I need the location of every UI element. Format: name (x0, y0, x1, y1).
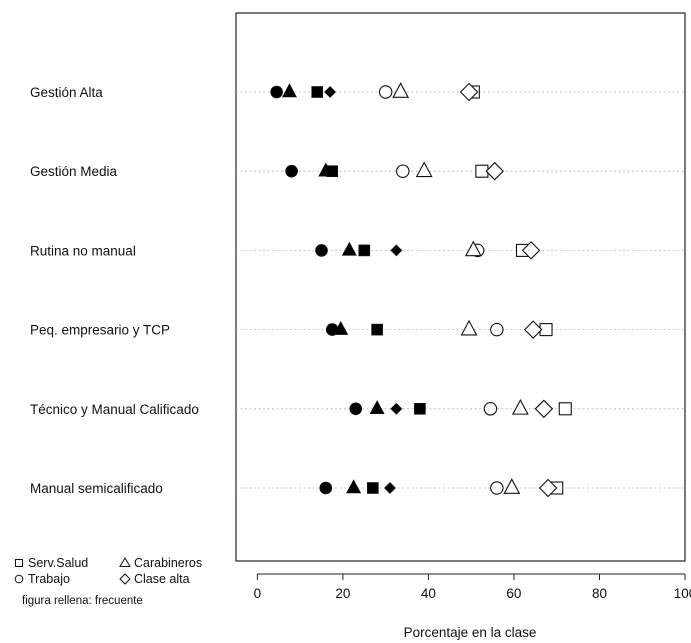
open-circle-point (396, 164, 410, 178)
filled-diamond-point (322, 165, 334, 178)
legend-triangle-icon (119, 557, 131, 567)
legend-label: Trabajo (28, 572, 70, 586)
category-label: Peq. empresario y TCP (30, 323, 170, 338)
filled-diamond-point (390, 402, 403, 415)
open-diamond-point (459, 82, 479, 102)
legend-entry: Trabajo (14, 572, 70, 586)
x-tick-label: 40 (421, 586, 436, 601)
open-square-point (558, 402, 572, 416)
filled-triangle-point (346, 479, 362, 494)
filled-triangle-point (369, 400, 385, 415)
gridlines (236, 91, 685, 489)
legend: Serv.Salud Carabineros Trabajo Clase alta fi… (14, 556, 202, 607)
open-triangle-point (503, 478, 521, 494)
open-diamond-point (485, 161, 504, 181)
open-triangle-point (415, 161, 433, 178)
filled-diamond-point (384, 482, 396, 494)
legend-entry: Carabineros (119, 556, 202, 570)
filled-diamond-point (390, 244, 403, 257)
filled-square-point (371, 323, 383, 336)
open-circle-point (490, 322, 504, 337)
x-axis: 0 20 40 60 80 100 (254, 573, 691, 601)
category-labels: Gestión Alta Gestión Media Rutina no manua… (30, 85, 199, 496)
data-points (270, 82, 572, 498)
category-label: Gestión Media (30, 164, 118, 179)
open-triangle-point (460, 319, 478, 336)
filled-triangle-point (281, 83, 297, 98)
filled-diamond-point (324, 86, 337, 98)
filled-circle-point (319, 481, 333, 495)
open-diamond-point (521, 241, 541, 260)
legend-circle-icon (14, 574, 24, 584)
legend-label: Serv.Salud (28, 556, 88, 570)
x-tick-label: 20 (335, 586, 350, 601)
legend-diamond-icon (119, 573, 131, 585)
filled-triangle-point (341, 241, 357, 256)
filled-circle-point (270, 85, 283, 99)
filled-triangle-point (333, 320, 349, 335)
x-tick-label: 60 (506, 586, 521, 601)
open-triangle-point (392, 82, 410, 98)
legend-entry: Serv.Salud (15, 556, 88, 570)
filled-circle-point (349, 402, 363, 416)
x-tick-label: 100 (674, 586, 691, 601)
open-diamond-point (523, 320, 543, 339)
legend-entry: Clase alta (119, 572, 190, 586)
open-circle-point (490, 481, 504, 495)
category-label: Manual semicalificado (30, 481, 163, 496)
x-tick-label: 80 (592, 586, 607, 601)
open-diamond-point (538, 478, 558, 498)
plot-frame (235, 12, 686, 562)
open-triangle-point (511, 398, 529, 415)
legend-square-icon (15, 559, 23, 567)
filled-square-point (358, 244, 371, 257)
open-diamond-point (534, 399, 554, 419)
open-triangle-point (464, 240, 482, 257)
x-tick-label: 0 (254, 586, 262, 601)
legend-label: Carabineros (134, 556, 202, 570)
filled-circle-point (315, 244, 328, 257)
filled-circle-point (285, 164, 298, 178)
filled-square-point (311, 86, 324, 98)
x-axis-label: Porcentaje en la clase (404, 625, 537, 640)
filled-square-point (414, 402, 426, 415)
category-label: Rutina no manual (30, 243, 136, 258)
legend-label: Clase alta (134, 572, 190, 586)
open-circle-point (378, 85, 393, 99)
filled-square-point (367, 482, 379, 494)
open-circle-point (483, 402, 498, 416)
legend-note: figura rellena: frecuente (22, 595, 143, 607)
category-label: Técnico y Manual Calificado (30, 402, 199, 417)
category-label: Gestión Alta (30, 85, 103, 100)
